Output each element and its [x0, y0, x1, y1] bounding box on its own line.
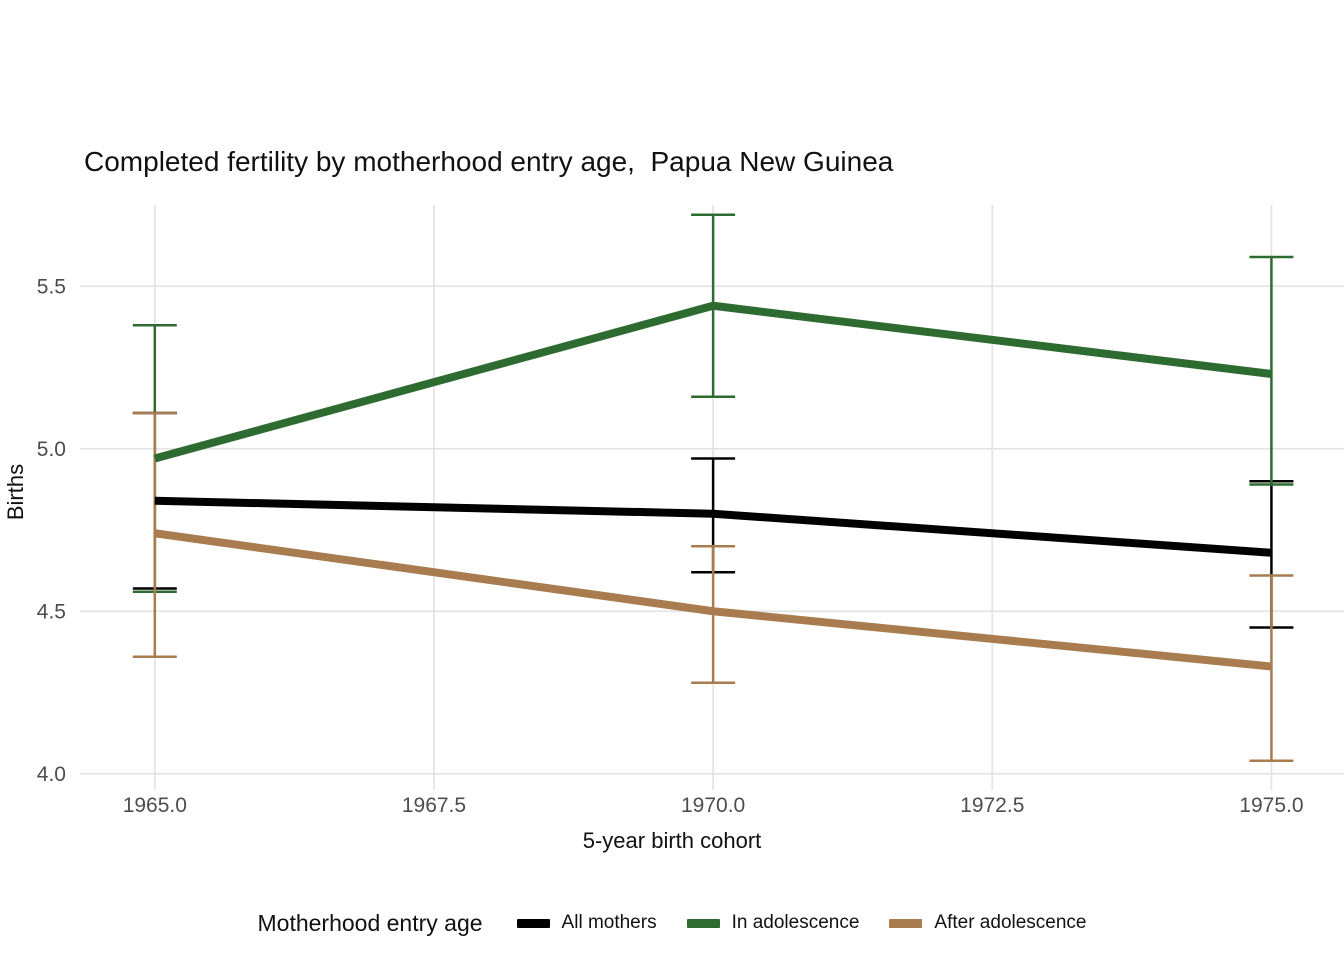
legend-label-in-adolescence: In adolescence [731, 912, 860, 933]
series-line-2 [154, 529, 1272, 671]
y-axis-title: Births [3, 463, 28, 521]
legend: Motherhood entry age All mothers In adol… [0, 898, 1344, 948]
x-tick-label: 1967.5 [402, 794, 466, 817]
y-tick-label: 5.0 [37, 438, 66, 461]
y-tick-label: 5.5 [37, 275, 66, 298]
legend-key-all-mothers [516, 918, 550, 928]
x-axis-title: 5-year birth cohort [582, 828, 762, 853]
x-tick-label: 1965.0 [123, 794, 187, 817]
plot-area: 1965.0 1967.5 1970.0 1972.5 1975.0 4.0 4.5 5.0 5… [37, 205, 1344, 817]
legend-item-in-adolescence: In adolescence [686, 912, 860, 934]
legend-item-after-adolescence: After adolescence [889, 912, 1087, 934]
series-line-0 [154, 496, 1272, 557]
x-tick-label: 1975.0 [1239, 794, 1303, 817]
x-tick-label: 1972.5 [960, 794, 1024, 817]
y-tick-label: 4.0 [37, 763, 66, 786]
x-tick-label: 1970.0 [681, 794, 745, 817]
legend-title: Motherhood entry age [257, 909, 483, 936]
y-tick-label: 4.5 [37, 600, 66, 623]
series-line-1 [153, 301, 1272, 463]
legend-label-all-mothers: All mothers [561, 912, 657, 933]
chart-title: Completed fertility by motherhood entry … [84, 146, 894, 177]
legend-key-after-adolescence [889, 918, 923, 928]
legend-item-all-mothers: All mothers [516, 912, 657, 934]
legend-label-after-adolescence: After adolescence [934, 912, 1087, 933]
legend-key-in-adolescence [686, 918, 720, 928]
